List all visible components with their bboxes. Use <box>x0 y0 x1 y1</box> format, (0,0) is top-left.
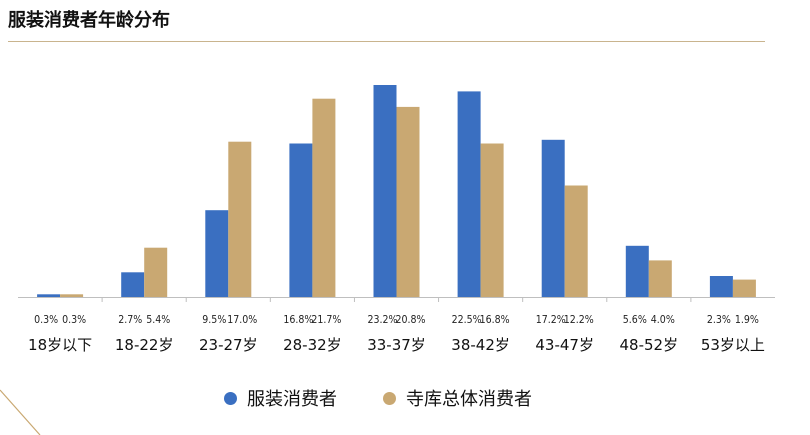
data-label-series-2-7: 12.2% <box>564 314 594 326</box>
data-label-series-1-2: 2.7% <box>118 314 142 326</box>
x-tick-label-8: 48-52岁 <box>620 336 679 354</box>
data-label-series-2-1: 0.3% <box>62 314 86 326</box>
data-label-series-2-4: 21.7% <box>311 314 341 326</box>
bar-series-2-4 <box>312 98 336 297</box>
bar-series-1-2 <box>121 272 145 297</box>
bar-series-1-4 <box>289 143 313 297</box>
data-label-series-1-4: 16.8% <box>283 314 313 326</box>
bar-series-2-9 <box>732 279 756 297</box>
data-label-series-2-2: 5.4% <box>146 314 170 326</box>
bar-series-2-2 <box>144 247 168 297</box>
bar-series-1-6 <box>457 91 481 298</box>
data-label-series-1-7: 17.2% <box>536 314 566 326</box>
x-tick-label-9: 53岁以上 <box>701 336 765 354</box>
x-tick-label-5: 33-37岁 <box>367 336 426 354</box>
x-tick-label-2: 18-22岁 <box>115 336 174 354</box>
legend-swatch-series-1 <box>224 391 237 405</box>
x-tick-label-6: 38-42岁 <box>451 336 510 354</box>
data-label-series-2-5: 20.8% <box>395 314 425 326</box>
chart-legend: 服装消费者 寺库总体消费者 <box>0 384 810 412</box>
data-label-series-1-8: 5.6% <box>623 314 647 326</box>
data-label-series-1-9: 2.3% <box>707 314 731 326</box>
legend-label-series-2: 寺库总体消费者 <box>406 389 532 410</box>
bar-series-1-7 <box>541 139 565 297</box>
bar-series-2-1 <box>60 294 84 297</box>
data-label-series-1-1: 0.3% <box>34 314 58 326</box>
legend-item-series-1: 服装消费者 <box>224 384 337 412</box>
x-tick-label-1: 18岁以下 <box>28 336 92 354</box>
data-label-series-1-5: 23.2% <box>367 314 397 326</box>
bar-series-1-3 <box>205 210 229 297</box>
data-label-series-2-6: 16.8% <box>480 314 510 326</box>
bar-series-1-8 <box>625 245 649 297</box>
data-label-series-2-9: 1.9% <box>735 314 759 326</box>
data-label-series-2-8: 4.0% <box>651 314 675 326</box>
bar-series-1-5 <box>373 85 397 297</box>
data-label-series-2-3: 17.0% <box>227 314 257 326</box>
bar-series-2-7 <box>564 185 588 297</box>
legend-item-series-2: 寺库总体消费者 <box>383 384 532 412</box>
bar-series-2-5 <box>396 106 420 298</box>
age-distribution-bar-chart: 0.3% 0.3% 18岁以下 2.7% 5.4% 18-22岁 9.5% 17.0% 23-2… <box>18 85 775 354</box>
data-label-series-1-3: 9.5% <box>202 314 226 326</box>
bar-series-2-8 <box>648 260 672 297</box>
bar-series-2-3 <box>228 141 252 297</box>
bar-series-1-1 <box>37 294 61 297</box>
legend-swatch-series-2 <box>383 391 396 405</box>
x-tick-label-3: 23-27岁 <box>199 336 258 354</box>
bar-series-2-6 <box>480 143 504 297</box>
data-label-series-1-6: 22.5% <box>452 314 482 326</box>
x-tick-label-4: 28-32岁 <box>283 336 342 354</box>
bar-series-1-9 <box>709 276 733 297</box>
x-tick-label-7: 43-47岁 <box>535 336 594 354</box>
title-divider <box>8 41 765 42</box>
legend-label-series-1: 服装消费者 <box>247 389 337 410</box>
page-title: 服装消费者年龄分布 <box>8 10 170 31</box>
